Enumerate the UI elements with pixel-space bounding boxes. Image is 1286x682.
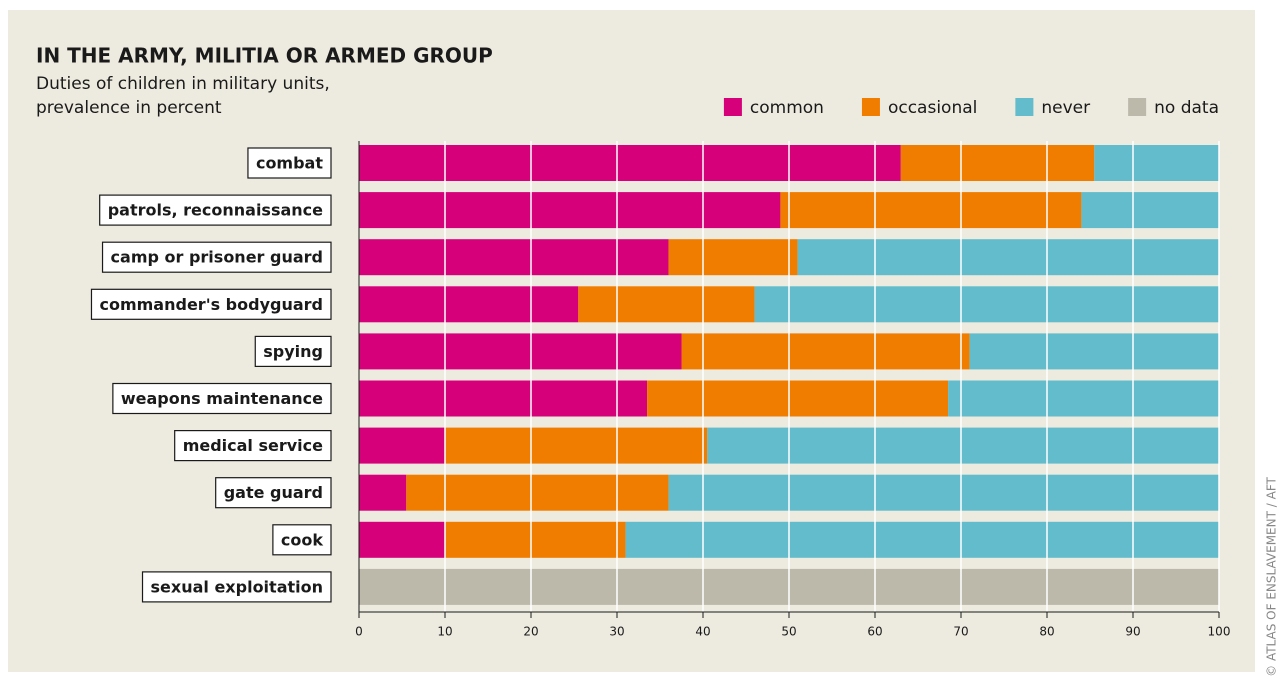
x-tick-label: 30: [609, 625, 624, 639]
bar-segment: [754, 286, 1219, 323]
bar-segment: [406, 474, 669, 511]
x-tick-label: 90: [1125, 625, 1140, 639]
category-box: [272, 524, 332, 556]
category-label: weapons maintenance: [121, 389, 323, 408]
legend-label: occasional: [888, 98, 977, 118]
bar-segment: [625, 521, 1219, 558]
bar-segment: [969, 333, 1219, 370]
legend-label: never: [1041, 98, 1090, 118]
subtitle: Duties of children in military units,: [36, 74, 330, 94]
legend-label: no data: [1154, 98, 1219, 118]
category-box: [254, 335, 332, 367]
x-tick-label: 70: [953, 625, 968, 639]
category-box: [99, 194, 332, 226]
legend-swatch: [1015, 98, 1034, 116]
bar-segment: [359, 333, 682, 370]
bar-segment: [668, 239, 798, 276]
credit: © ATLAS OF ENSLAVEMENT / AFT: [1265, 476, 1279, 676]
x-tick-label: 60: [867, 625, 882, 639]
x-tick-label: 10: [437, 625, 452, 639]
bar-segment: [359, 474, 407, 511]
x-tick-label: 80: [1039, 625, 1054, 639]
bar-segment: [668, 474, 1219, 511]
bar-segment: [445, 521, 626, 558]
category-box: [174, 430, 332, 462]
legend-label: common: [750, 98, 824, 118]
category-label: cook: [281, 530, 323, 549]
legend-swatch: [861, 98, 880, 116]
category-label: combat: [256, 154, 323, 173]
bar-segment: [359, 521, 445, 558]
bar-segment: [359, 192, 781, 229]
bar-segment: [900, 145, 1095, 181]
x-tick-label: 100: [1208, 625, 1231, 639]
bar-segment: [359, 380, 648, 417]
category-label: camp or prisoner guard: [111, 248, 323, 267]
bar-segment: [780, 192, 1082, 229]
bar-segment: [681, 333, 970, 370]
category-label: commander's bodyguard: [99, 295, 323, 314]
category-box: [112, 382, 332, 415]
x-tick-label: 40: [695, 625, 710, 639]
x-tick-label: 50: [781, 625, 796, 639]
subtitle: prevalence in percent: [36, 98, 222, 118]
chart-title: IN THE ARMY, MILITIA OR ARMED GROUP: [36, 44, 493, 68]
category-label: patrols, reconnaissance: [108, 201, 323, 220]
category-label: spying: [263, 342, 323, 361]
legend-swatch: [1128, 98, 1147, 116]
x-tick-label: 20: [523, 625, 538, 639]
legend-swatch: [723, 98, 742, 116]
category-box: [101, 241, 332, 273]
category-label: sexual exploitation: [151, 577, 323, 596]
category-label: gate guard: [224, 483, 323, 502]
x-tick-label: 0: [355, 625, 363, 639]
category-label: medical service: [183, 436, 323, 455]
bar-segment: [578, 286, 755, 323]
bar-segment: [1094, 145, 1219, 181]
bar-segment: [797, 239, 1219, 276]
bar-segment: [359, 286, 579, 323]
bar-segment: [359, 427, 445, 464]
category-box: [247, 147, 332, 179]
bar-segment: [948, 380, 1219, 417]
bar-segment: [1081, 192, 1219, 229]
bar-segment: [359, 145, 901, 181]
category-box: [90, 288, 332, 320]
bar-segment: [359, 239, 669, 276]
category-box: [141, 571, 332, 603]
bar-segment: [445, 427, 708, 464]
bar-segment: [647, 380, 949, 417]
category-box: [215, 477, 332, 509]
bar-segment: [707, 427, 1219, 464]
